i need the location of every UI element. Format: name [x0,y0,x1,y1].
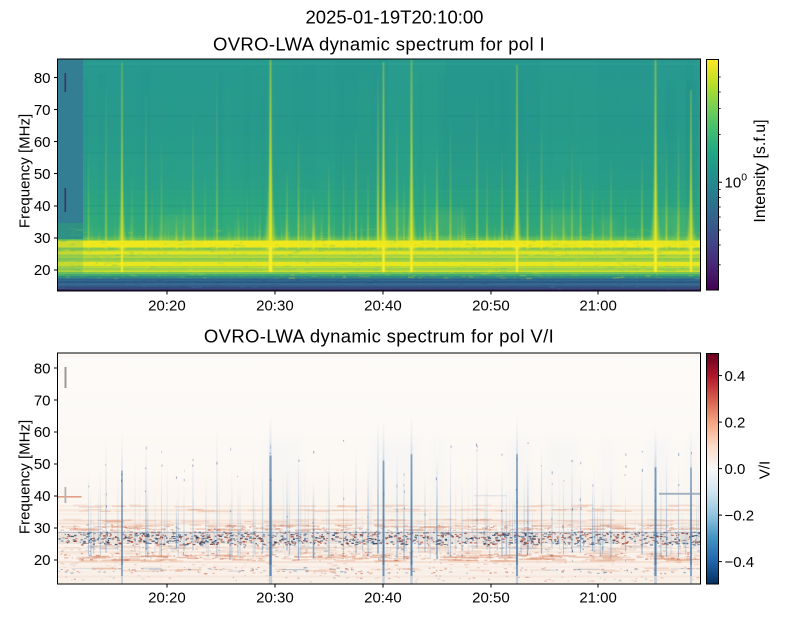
svg-text:20:20: 20:20 [148,298,186,315]
svg-text:20:50: 20:50 [472,590,510,607]
svg-text:20: 20 [34,552,51,569]
svg-text:40: 40 [34,198,51,215]
svg-text:OVRO-LWA dynamic spectrum for: OVRO-LWA dynamic spectrum for pol V/I [204,326,554,347]
svg-text:0.4: 0.4 [725,368,746,385]
svg-text:50: 50 [34,166,51,183]
svg-text:−0.2: −0.2 [725,507,755,524]
svg-text:60: 60 [34,424,51,441]
svg-text:Frequency [MHz]: Frequency [MHz] [17,420,34,534]
svg-text:20:40: 20:40 [364,590,402,607]
svg-text:70: 70 [34,392,51,409]
svg-text:−0.4: −0.4 [725,554,755,571]
svg-text:21:00: 21:00 [579,298,617,315]
svg-text:30: 30 [34,230,51,247]
svg-text:20:30: 20:30 [256,590,294,607]
svg-text:40: 40 [34,488,51,505]
svg-text:100: 100 [725,172,748,192]
svg-text:Frequency [MHz]: Frequency [MHz] [17,114,34,228]
svg-text:Intensity [s.f.u]: Intensity [s.f.u] [752,119,769,222]
svg-text:0.2: 0.2 [725,414,746,431]
svg-text:60: 60 [34,134,51,151]
svg-text:2025-01-19T20:10:00: 2025-01-19T20:10:00 [306,7,484,28]
svg-text:20:50: 20:50 [472,298,510,315]
svg-text:50: 50 [34,456,51,473]
svg-text:20:20: 20:20 [148,590,186,607]
svg-text:0.0: 0.0 [725,461,746,478]
svg-text:21:00: 21:00 [579,590,617,607]
svg-text:80: 80 [34,360,51,377]
svg-text:80: 80 [34,70,51,87]
svg-text:30: 30 [34,520,51,537]
svg-text:OVRO-LWA dynamic spectrum for: OVRO-LWA dynamic spectrum for pol I [213,34,545,55]
svg-text:20: 20 [34,262,51,279]
svg-text:20:40: 20:40 [364,298,402,315]
svg-text:V/I: V/I [757,461,774,479]
svg-text:20:30: 20:30 [256,298,294,315]
svg-text:70: 70 [34,102,51,119]
